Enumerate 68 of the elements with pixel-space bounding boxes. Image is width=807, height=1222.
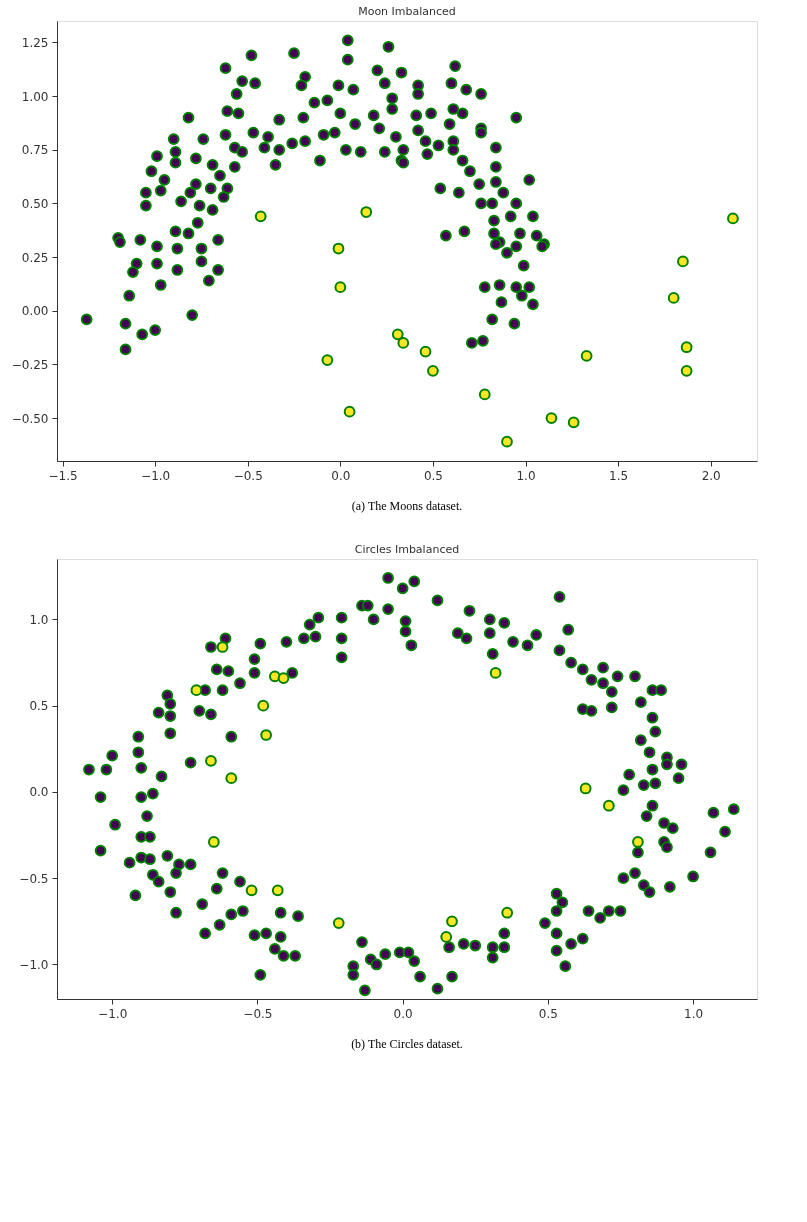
x-tick-label: −1.0 — [98, 1006, 128, 1021]
point — [216, 641, 229, 653]
point — [602, 799, 615, 812]
y-tick-label: 1.00 — [21, 89, 49, 104]
x-tick-label: 1.0 — [516, 468, 536, 483]
y-tick-label: 1.0 — [29, 612, 49, 627]
x-tick-label: −0.5 — [233, 468, 263, 483]
point — [579, 782, 592, 795]
point — [427, 364, 439, 377]
point — [334, 281, 347, 294]
text: (b) The Circles dataset. — [351, 1037, 463, 1051]
point — [343, 405, 356, 418]
y-tick-label: 1.25 — [21, 35, 49, 50]
y-tick-label: −0.25 — [11, 357, 49, 372]
point — [205, 755, 217, 767]
point — [360, 206, 373, 218]
point — [257, 699, 270, 712]
x-tick-label: 0.5 — [423, 468, 443, 483]
point — [245, 884, 258, 897]
point — [332, 917, 345, 929]
y-tick-label: 0.25 — [21, 250, 49, 265]
x-tick-label: 0.0 — [393, 1006, 413, 1021]
x-tick-label: −1.5 — [48, 468, 78, 483]
text: (a) The Moons dataset. — [351, 499, 463, 513]
point — [680, 341, 693, 354]
point — [501, 906, 514, 919]
x-tick-label: −1.0 — [141, 468, 171, 483]
y-tick-label: −1.0 — [19, 957, 49, 972]
point — [632, 836, 644, 848]
point — [478, 388, 491, 401]
y-tick-label: −0.50 — [11, 411, 49, 426]
point — [677, 255, 689, 268]
chart-title: Circles Imbalanced — [354, 543, 460, 556]
point — [727, 212, 739, 225]
point — [225, 772, 238, 784]
point — [190, 684, 203, 696]
point — [489, 667, 502, 679]
point — [254, 210, 267, 223]
point — [391, 328, 404, 341]
y-tick-label: 0.75 — [21, 143, 49, 158]
point — [207, 836, 220, 848]
x-tick-label: −0.5 — [243, 1006, 273, 1021]
point — [397, 337, 410, 349]
point — [321, 354, 334, 366]
chart-title: Moon Imbalanced — [358, 5, 456, 18]
x-tick-label: 0.0 — [331, 468, 351, 483]
x-tick-label: 1.0 — [684, 1006, 704, 1021]
point — [440, 931, 453, 943]
point — [501, 435, 513, 448]
point — [271, 884, 284, 897]
point — [580, 349, 593, 362]
point — [545, 412, 558, 424]
x-tick-label: 0.5 — [538, 1006, 558, 1021]
point — [419, 345, 432, 358]
y-tick-label: 0.00 — [21, 304, 49, 319]
x-tick-label: 2.0 — [701, 468, 721, 483]
point — [567, 416, 580, 429]
y-tick-label: 0.0 — [29, 785, 49, 800]
y-tick-label: −0.5 — [19, 871, 49, 886]
point — [260, 729, 272, 741]
point — [667, 292, 680, 304]
y-tick-label: 0.50 — [21, 196, 49, 211]
point — [446, 915, 458, 928]
x-tick-label: 1.5 — [609, 468, 629, 483]
y-tick-label: 0.5 — [29, 699, 49, 714]
point — [277, 672, 290, 684]
point — [680, 364, 693, 377]
point — [332, 242, 345, 255]
